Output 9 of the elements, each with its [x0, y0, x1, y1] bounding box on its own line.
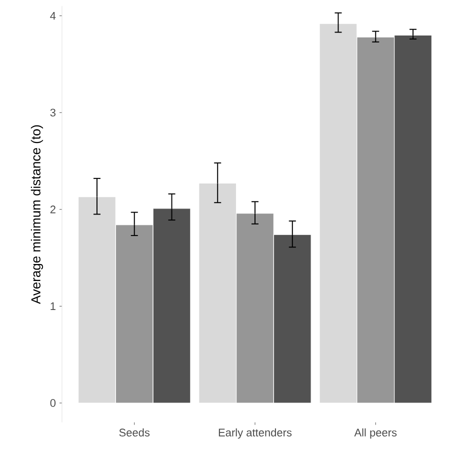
x-tick-label: Seeds — [119, 428, 150, 436]
y-tick-label: 1 — [50, 302, 56, 310]
x-tick-label: Early attenders — [218, 428, 292, 439]
y-tick-label: 3 — [50, 108, 56, 116]
y-tick-label: 0 — [50, 399, 56, 407]
y-tick-label: 2 — [50, 206, 56, 214]
y-axis-title: Average minimum distance (to) — [30, 125, 44, 304]
y-tick-label: 4 — [50, 12, 56, 20]
x-tick-label: All peers — [354, 428, 397, 439]
